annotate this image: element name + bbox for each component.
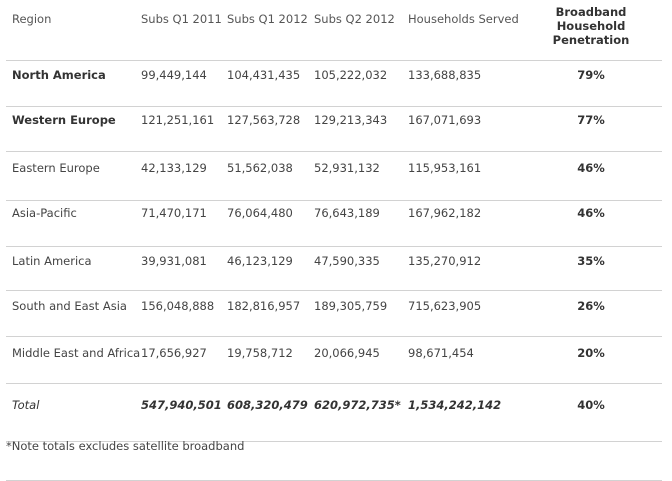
subs-q1-2012-cell: 182,816,957 — [227, 299, 301, 313]
header-subs-q2-2012: Subs Q2 2012 — [314, 12, 395, 26]
households-cell: 715,623,905 — [408, 299, 482, 313]
table-row: Asia-Pacific 71,470,171 76,064,480 76,64… — [6, 201, 662, 247]
region-cell: Eastern Europe — [12, 161, 100, 175]
header-subs-q1-2012: Subs Q1 2012 — [227, 12, 308, 26]
total-households: 1,534,242,142 — [408, 398, 502, 412]
region-cell: Western Europe — [12, 113, 116, 127]
broadband-table: Region Subs Q1 2011 Subs Q1 2012 Subs Q2… — [6, 0, 662, 481]
penetration-cell: 26% — [577, 299, 605, 313]
subs-q2-2012-cell: 52,931,132 — [314, 161, 380, 175]
header-subs-q1-2011: Subs Q1 2011 — [141, 12, 222, 26]
region-cell: Latin America — [12, 254, 92, 268]
subs-q2-2012-cell: 105,222,032 — [314, 68, 388, 82]
table-row: North America 99,449,144 104,431,435 105… — [6, 61, 662, 107]
subs-q1-2011-cell: 71,470,171 — [141, 206, 207, 220]
header-households-served: Households Served — [408, 12, 519, 26]
region-cell: North America — [12, 68, 106, 82]
penetration-cell: 20% — [577, 346, 605, 360]
subs-q2-2012-cell: 76,643,189 — [314, 206, 380, 220]
subs-q1-2011-cell: 17,656,927 — [141, 346, 207, 360]
subs-q1-2012-cell: 19,758,712 — [227, 346, 293, 360]
table-row: Middle East and Africa 17,656,927 19,758… — [6, 337, 662, 384]
table-row: Latin America 39,931,081 46,123,129 47,5… — [6, 247, 662, 291]
subs-q2-2012-cell: 47,590,335 — [314, 254, 380, 268]
header-region: Region — [12, 12, 52, 26]
footnote: *Note totals excludes satellite broadban… — [6, 439, 245, 453]
table-row: Eastern Europe 42,133,129 51,562,038 52,… — [6, 152, 662, 201]
region-cell: South and East Asia — [12, 299, 127, 313]
households-cell: 98,671,454 — [408, 346, 474, 360]
header-broadband-penetration: Broadband Household Penetration — [552, 5, 630, 47]
table-header-row: Region Subs Q1 2011 Subs Q1 2012 Subs Q2… — [6, 0, 662, 61]
subs-q1-2012-cell: 46,123,129 — [227, 254, 293, 268]
subs-q1-2011-cell: 99,449,144 — [141, 68, 207, 82]
penetration-cell: 79% — [577, 68, 605, 82]
subs-q2-2012-cell: 129,213,343 — [314, 113, 388, 127]
penetration-cell: 46% — [577, 206, 605, 220]
region-cell: Middle East and Africa — [12, 346, 141, 360]
total-label: Total — [12, 398, 40, 412]
households-cell: 167,071,693 — [408, 113, 482, 127]
subs-q2-2012-cell: 20,066,945 — [314, 346, 380, 360]
households-cell: 115,953,161 — [408, 161, 482, 175]
households-cell: 167,962,182 — [408, 206, 482, 220]
table-row: South and East Asia 156,048,888 182,816,… — [6, 291, 662, 337]
total-subs-q1-2011: 547,940,501 — [141, 398, 222, 412]
subs-q2-2012-cell: 189,305,759 — [314, 299, 388, 313]
table-row: Western Europe 121,251,161 127,563,728 1… — [6, 107, 662, 152]
subs-q1-2012-cell: 76,064,480 — [227, 206, 293, 220]
subs-q1-2011-cell: 39,931,081 — [141, 254, 207, 268]
subs-q1-2011-cell: 121,251,161 — [141, 113, 215, 127]
total-subs-q2-2012: 620,972,735* — [314, 398, 401, 412]
subs-q1-2011-cell: 42,133,129 — [141, 161, 207, 175]
penetration-cell: 77% — [577, 113, 605, 127]
region-cell: Asia-Pacific — [12, 206, 77, 220]
total-row: Total 547,940,501 608,320,479 620,972,73… — [6, 384, 662, 442]
subs-q1-2012-cell: 51,562,038 — [227, 161, 293, 175]
subs-q1-2012-cell: 104,431,435 — [227, 68, 301, 82]
subs-q1-2011-cell: 156,048,888 — [141, 299, 215, 313]
households-cell: 135,270,912 — [408, 254, 482, 268]
subs-q1-2012-cell: 127,563,728 — [227, 113, 301, 127]
households-cell: 133,688,835 — [408, 68, 482, 82]
penetration-cell: 46% — [577, 161, 605, 175]
total-subs-q1-2012: 608,320,479 — [227, 398, 308, 412]
total-penetration: 40% — [577, 398, 605, 412]
penetration-cell: 35% — [577, 254, 605, 268]
